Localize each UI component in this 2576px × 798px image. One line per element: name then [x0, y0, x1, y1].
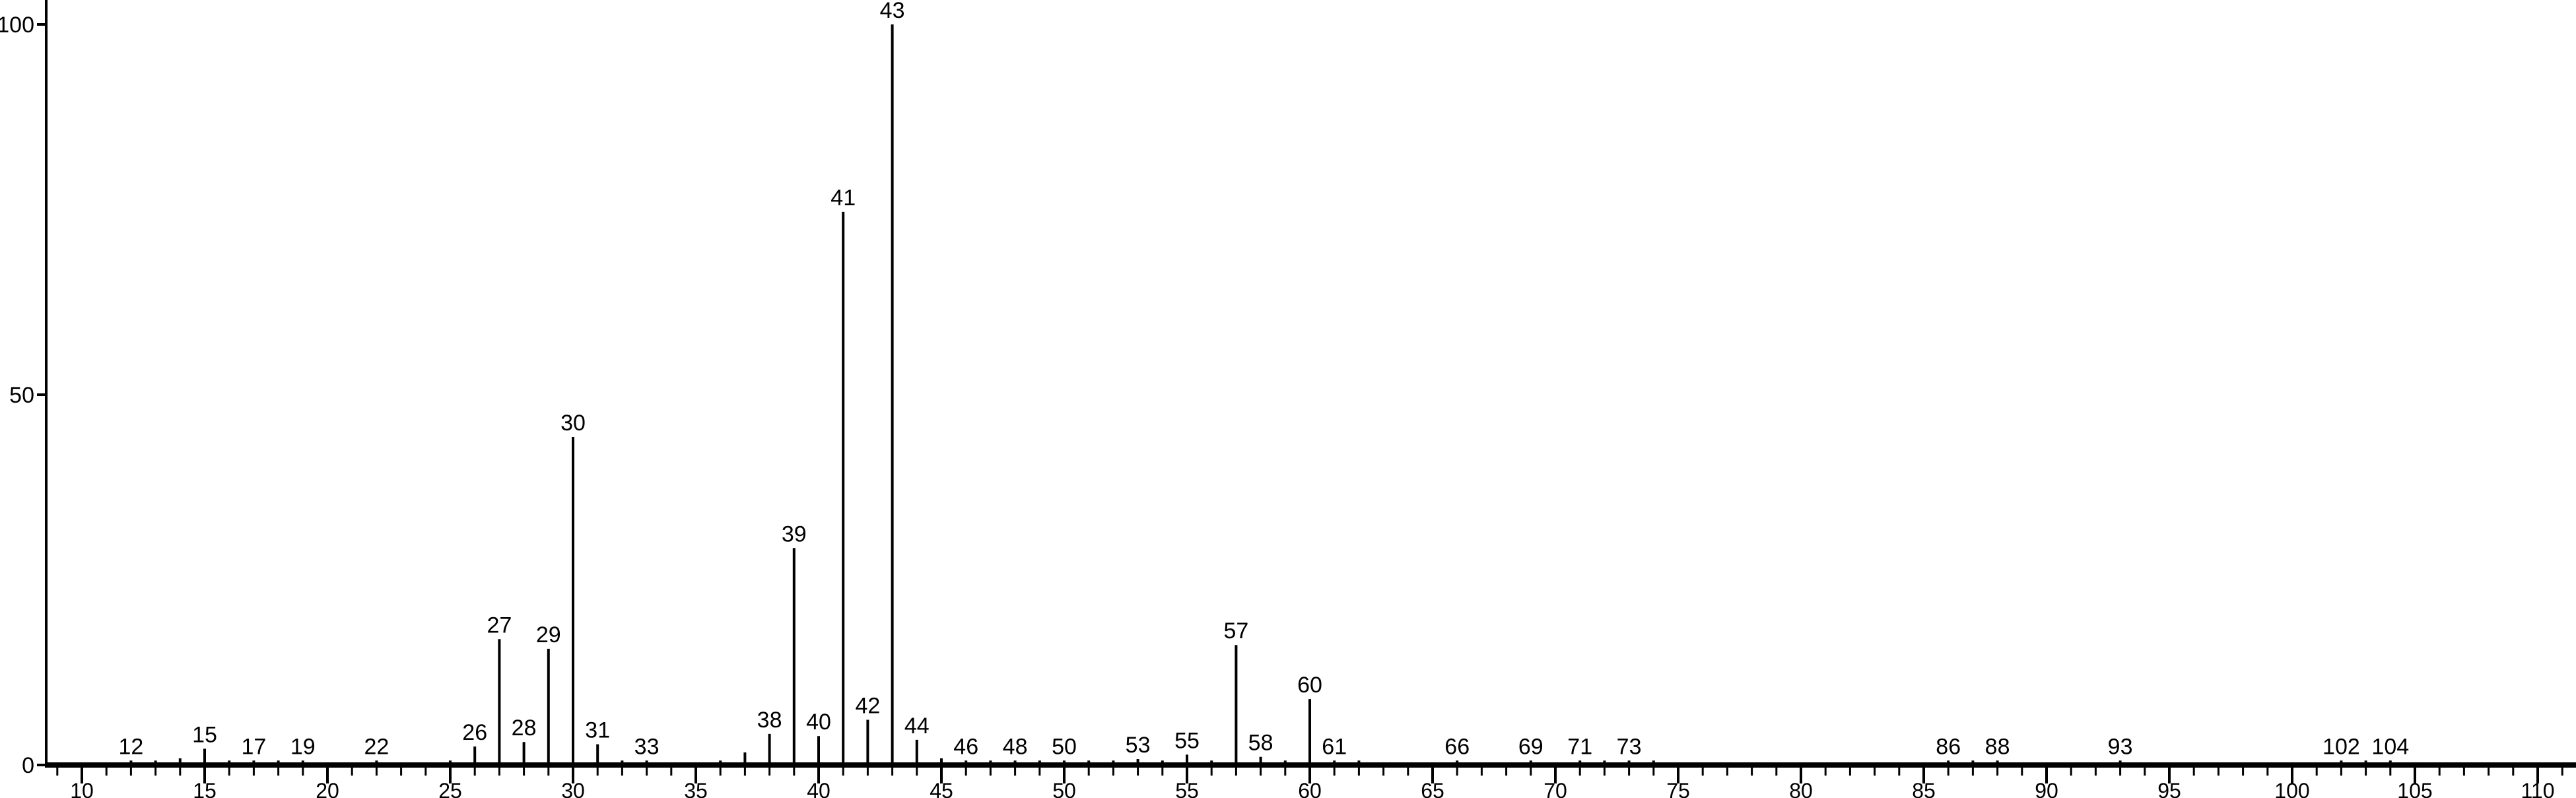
peak-label-102: 102	[2322, 734, 2360, 759]
y-tick-label: 50	[9, 383, 34, 408]
peak-label-39: 39	[782, 521, 807, 547]
peak-label-60: 60	[1297, 673, 1322, 698]
peak-label-73: 73	[1617, 734, 1642, 759]
peak-label-29: 29	[536, 622, 561, 648]
peak-label-43: 43	[880, 0, 905, 23]
peak-label-46: 46	[953, 734, 978, 759]
x-tick-label: 55	[1175, 779, 1199, 798]
peak-label-50: 50	[1052, 734, 1077, 759]
x-tick-label: 50	[1052, 779, 1076, 798]
peak-label-104: 104	[2371, 734, 2409, 759]
peak-label-58: 58	[1248, 731, 1273, 756]
x-tick-label: 30	[561, 779, 585, 798]
x-tick-label: 40	[807, 779, 830, 798]
x-tick-label: 10	[70, 779, 94, 798]
peak-label-15: 15	[192, 722, 217, 747]
peak-label-12: 12	[118, 734, 143, 759]
peak-label-57: 57	[1223, 618, 1248, 644]
peak-label-44: 44	[904, 714, 930, 739]
peak-label-17: 17	[241, 734, 266, 759]
peak-label-71: 71	[1567, 734, 1592, 759]
x-tick-label: 70	[1543, 779, 1567, 798]
x-tick-label: 90	[2035, 779, 2058, 798]
y-tick-label: 0	[22, 753, 34, 778]
x-tick-label: 15	[193, 779, 217, 798]
x-tick-label: 65	[1421, 779, 1444, 798]
peak-label-38: 38	[757, 708, 782, 733]
peaks-layer: 12 15 17 19 22 26 27 28 29 30 31 33 38 39 40 41 42 43 44 46…	[118, 0, 2409, 765]
peak-label-53: 53	[1126, 733, 1151, 758]
peak-label-55: 55	[1174, 728, 1200, 753]
x-tick-label: 35	[684, 779, 708, 798]
peak-label-28: 28	[512, 715, 537, 741]
peak-label-41: 41	[830, 185, 856, 211]
peak-label-33: 33	[634, 734, 660, 759]
peak-label-66: 66	[1444, 734, 1470, 759]
peak-label-48: 48	[1003, 734, 1028, 759]
x-tick-label: 20	[316, 779, 339, 798]
x-tick-label: 105	[2397, 779, 2432, 798]
x-tick-label: 45	[930, 779, 953, 798]
x-tick-label: 110	[2521, 779, 2554, 798]
x-tick-label: 85	[1912, 779, 1936, 798]
x-tick-label: 75	[1666, 779, 1690, 798]
peak-label-86: 86	[1936, 734, 1961, 759]
peak-label-26: 26	[462, 720, 487, 745]
peak-label-19: 19	[290, 734, 316, 759]
peak-label-93: 93	[2108, 734, 2133, 759]
peak-label-30: 30	[560, 411, 586, 436]
x-tick-label: 95	[2157, 779, 2181, 798]
peak-label-22: 22	[364, 734, 389, 759]
peak-label-69: 69	[1518, 734, 1543, 759]
peak-label-42: 42	[855, 694, 880, 719]
peak-label-88: 88	[1985, 734, 2010, 759]
x-tick-label: 80	[1789, 779, 1813, 798]
y-tick-label: 100	[0, 13, 34, 38]
peak-label-27: 27	[487, 613, 512, 638]
x-tick-label: 100	[2274, 779, 2309, 798]
peak-label-31: 31	[585, 718, 610, 743]
peak-label-40: 40	[806, 710, 831, 735]
x-tick-label: 60	[1298, 779, 1322, 798]
peak-label-61: 61	[1322, 734, 1347, 759]
x-tick-label: 25	[438, 779, 462, 798]
